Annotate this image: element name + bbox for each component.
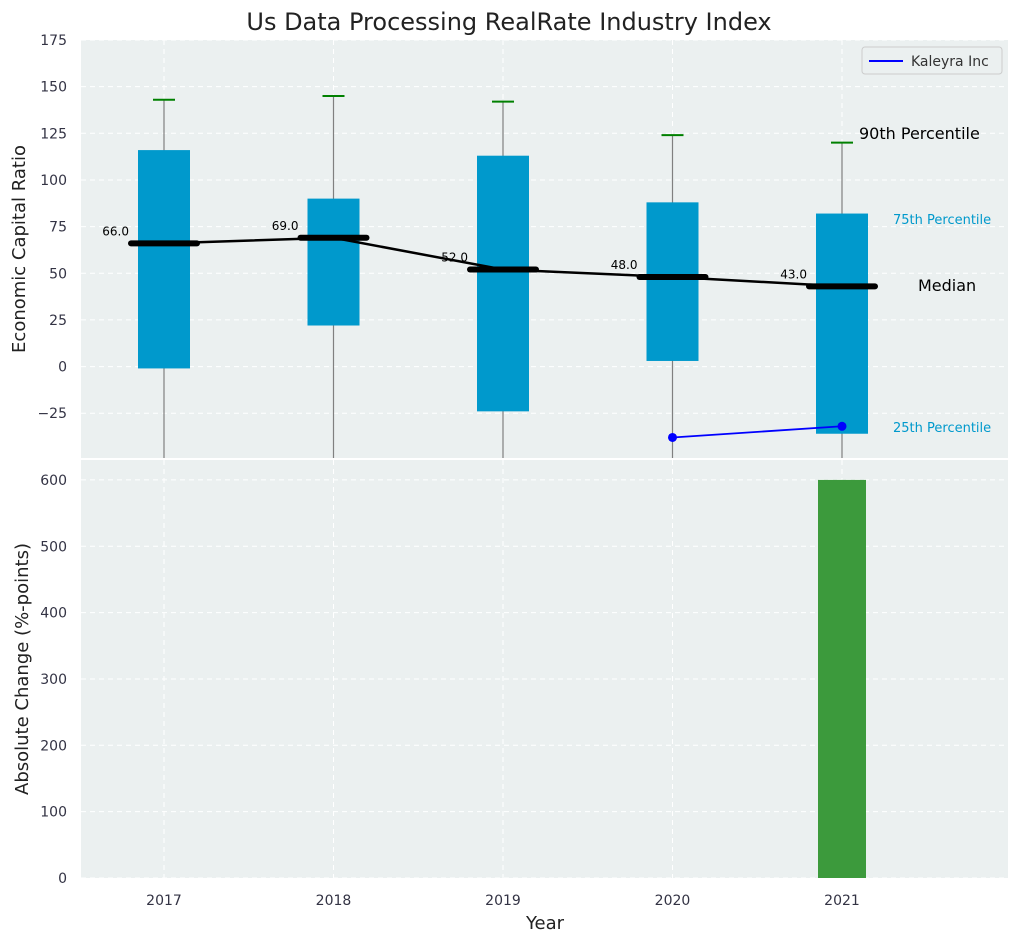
x-tick-label: 2021	[824, 893, 860, 909]
bottom-y-ticks: 0 100 200 300 400 500 600	[40, 473, 67, 887]
top-y-tick-label: 150	[40, 80, 67, 96]
median-value-label: 43.0	[780, 267, 807, 281]
change-bars	[818, 479, 866, 878]
top-y-tick-label: 75	[49, 220, 67, 236]
top-y-tick-label: 100	[40, 173, 67, 189]
median-value-label: 48.0	[611, 258, 638, 272]
top-y-tick-label: 125	[40, 126, 67, 142]
change-bar-2021	[818, 479, 866, 878]
company-point-2020	[668, 432, 677, 442]
legend-box	[861, 46, 1003, 75]
top-y-tick-label: 25	[49, 313, 67, 329]
company-line	[672, 425, 843, 439]
median-annotation: Median	[918, 276, 976, 295]
top-y-tick-label: 50	[49, 266, 67, 282]
bottom-y-tick-label: 300	[40, 672, 67, 688]
top-y-tick-label: −25	[37, 406, 67, 422]
legend: Kaleyra Inc	[861, 46, 1003, 75]
box-2019	[477, 155, 529, 412]
company-series	[668, 421, 847, 442]
median-value-label: 66.0	[102, 224, 129, 238]
x-axis-label: Year	[525, 913, 565, 934]
company-point-2021	[837, 421, 847, 431]
box-2017	[138, 150, 190, 369]
p25-annotation: 25th Percentile	[893, 421, 991, 436]
p90-annotation: 90th Percentile	[859, 124, 980, 143]
bottom-y-tick-label: 200	[40, 738, 67, 754]
box-2020	[646, 202, 699, 361]
bottom-y-tick-label: 600	[40, 473, 67, 489]
top-y-tick-label: 0	[58, 360, 67, 376]
bottom-y-tick-label: 100	[40, 805, 67, 821]
legend-label-company: Kaleyra Inc	[911, 54, 989, 70]
box-2018	[307, 198, 360, 326]
x-ticks: 2017 2018 2019 2020 2021	[146, 893, 860, 909]
median-value-label: 52.0	[441, 251, 468, 265]
bottom-y-axis-label: Absolute Change (%-points)	[12, 543, 33, 795]
bottom-y-tick-label: 400	[40, 606, 67, 622]
bottom-y-tick-label: 500	[40, 539, 67, 555]
x-tick-label: 2017	[146, 893, 182, 909]
p75-annotation: 75th Percentile	[893, 213, 991, 228]
top-y-axis-label: Economic Capital Ratio	[9, 145, 30, 353]
x-tick-label: 2019	[485, 893, 521, 909]
chart-title: Us Data Processing RealRate Industry Ind…	[246, 8, 771, 36]
p90-caps	[153, 94, 853, 144]
top-panel-background	[81, 40, 1008, 458]
x-tick-label: 2018	[316, 893, 352, 909]
median-series: 66.0 69.0 52.0 48.0 43.0	[102, 219, 878, 290]
x-tick-label: 2020	[655, 893, 691, 909]
median-value-label: 69.0	[272, 219, 299, 233]
top-y-tick-label: 175	[40, 33, 67, 49]
percentile-boxes	[138, 150, 868, 434]
box-2021	[816, 213, 868, 434]
top-y-ticks: −25 0 25 50 75 100 125 150 175	[37, 33, 67, 422]
bottom-y-tick-label: 0	[58, 871, 67, 887]
bottom-panel-background	[81, 460, 1008, 878]
